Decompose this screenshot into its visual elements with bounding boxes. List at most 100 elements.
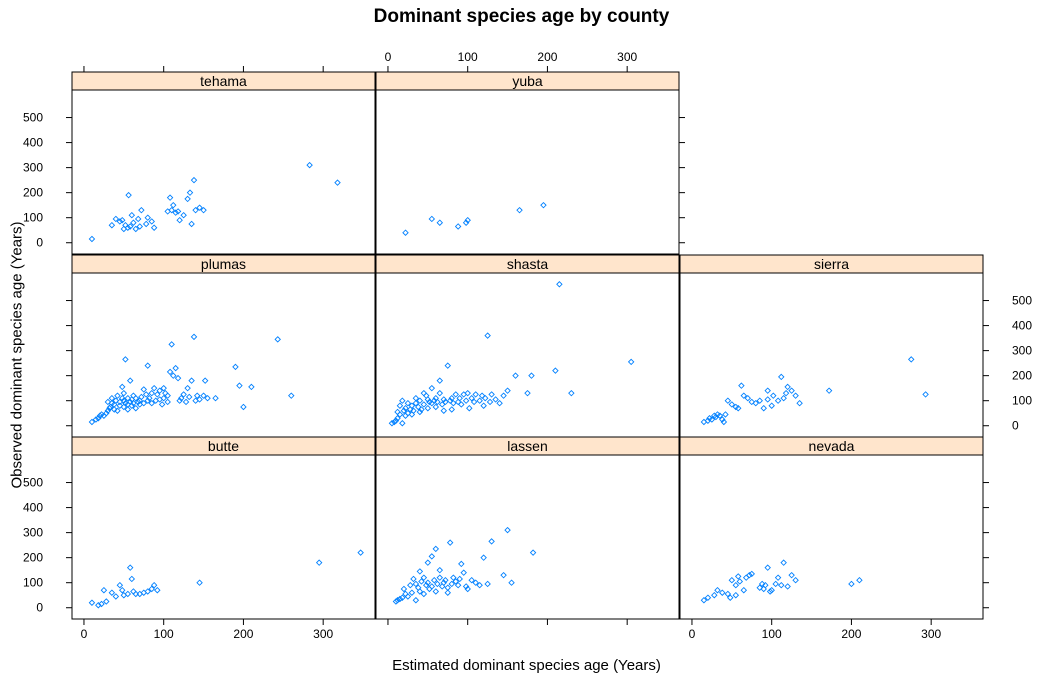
data-point bbox=[756, 397, 763, 404]
data-point bbox=[440, 407, 448, 414]
data-point bbox=[442, 576, 449, 584]
data-point bbox=[512, 372, 519, 379]
data-point bbox=[768, 586, 775, 594]
data-point bbox=[170, 372, 177, 379]
data-point bbox=[462, 583, 470, 590]
data-point bbox=[529, 549, 537, 556]
data-point bbox=[504, 387, 511, 394]
data-point bbox=[108, 221, 116, 229]
data-point bbox=[768, 402, 775, 409]
data-point bbox=[492, 396, 499, 403]
data-point bbox=[462, 397, 470, 404]
x-tick-label: 200 bbox=[233, 627, 253, 641]
data-point bbox=[728, 576, 736, 584]
data-point bbox=[848, 580, 855, 588]
data-point bbox=[172, 209, 179, 216]
data-point bbox=[454, 223, 462, 230]
data-point bbox=[124, 394, 132, 402]
data-point bbox=[391, 418, 398, 426]
data-point bbox=[150, 384, 158, 392]
strip-butte bbox=[71, 436, 376, 456]
y-tick-label: 200 bbox=[1012, 369, 1032, 383]
data-point bbox=[422, 581, 430, 589]
data-point bbox=[126, 223, 134, 230]
data-point bbox=[436, 574, 444, 581]
data-point bbox=[540, 201, 547, 209]
x-tick-label: 200 bbox=[537, 50, 557, 64]
data-point bbox=[825, 387, 833, 394]
strip-lassen bbox=[375, 436, 680, 456]
data-point bbox=[774, 574, 782, 581]
data-point bbox=[764, 387, 771, 394]
strip-label: lassen bbox=[507, 438, 547, 454]
y-tick-label: 400 bbox=[23, 136, 43, 150]
data-point bbox=[116, 581, 124, 589]
data-point bbox=[424, 396, 432, 403]
data-point bbox=[400, 407, 408, 414]
data-point bbox=[184, 195, 191, 203]
data-point bbox=[446, 539, 454, 546]
panel-sierra bbox=[679, 254, 984, 438]
data-point bbox=[160, 394, 167, 402]
data-point bbox=[124, 406, 132, 413]
x-axis-label: Estimated dominant species age (Years) bbox=[392, 657, 661, 674]
data-point bbox=[128, 211, 136, 219]
strip-label: yuba bbox=[512, 73, 543, 89]
data-point bbox=[172, 364, 179, 372]
data-point bbox=[392, 417, 400, 424]
data-point bbox=[416, 568, 424, 575]
data-point bbox=[232, 363, 239, 371]
data-point bbox=[432, 588, 440, 595]
y-tick-label: 400 bbox=[23, 501, 43, 515]
data-point bbox=[428, 384, 436, 392]
data-point bbox=[528, 372, 535, 379]
data-point bbox=[184, 384, 191, 392]
data-point bbox=[104, 407, 112, 414]
data-point bbox=[180, 391, 187, 398]
data-point bbox=[201, 377, 209, 384]
data-point bbox=[150, 581, 158, 589]
y-tick-label: 100 bbox=[23, 576, 43, 590]
data-point bbox=[468, 394, 475, 402]
x-tick-label: 100 bbox=[458, 50, 478, 64]
data-point bbox=[450, 399, 457, 407]
data-point bbox=[288, 392, 295, 399]
data-point bbox=[168, 206, 175, 214]
data-point bbox=[116, 218, 124, 225]
data-point bbox=[458, 401, 465, 408]
data-point bbox=[402, 229, 409, 236]
data-point bbox=[462, 219, 470, 226]
data-point bbox=[120, 389, 128, 397]
data-point bbox=[432, 403, 440, 411]
strip-label: tehama bbox=[200, 73, 247, 89]
data-point bbox=[178, 394, 185, 402]
data-point bbox=[436, 377, 444, 384]
data-point bbox=[468, 576, 475, 584]
data-point bbox=[170, 201, 177, 209]
data-point bbox=[728, 401, 736, 408]
data-point bbox=[128, 575, 136, 583]
data-point bbox=[182, 398, 190, 406]
data-point bbox=[142, 220, 150, 228]
data-point bbox=[190, 333, 198, 341]
data-point bbox=[240, 403, 247, 411]
data-point bbox=[186, 189, 194, 196]
data-point bbox=[436, 219, 444, 226]
data-point bbox=[476, 397, 483, 404]
x-tick-label: 200 bbox=[841, 627, 861, 641]
data-point bbox=[164, 392, 171, 399]
panel-nevada bbox=[679, 436, 984, 620]
panel-lassen bbox=[375, 436, 680, 620]
data-point bbox=[722, 411, 729, 418]
data-point bbox=[108, 589, 116, 596]
data-point bbox=[410, 407, 417, 414]
data-point bbox=[788, 387, 795, 394]
data-point bbox=[792, 392, 799, 399]
data-point bbox=[448, 580, 455, 588]
data-point bbox=[156, 387, 163, 394]
x-tick-label: 300 bbox=[313, 627, 333, 641]
data-point bbox=[132, 225, 140, 233]
data-point bbox=[504, 526, 511, 534]
data-point bbox=[193, 392, 201, 399]
data-point bbox=[174, 374, 182, 382]
